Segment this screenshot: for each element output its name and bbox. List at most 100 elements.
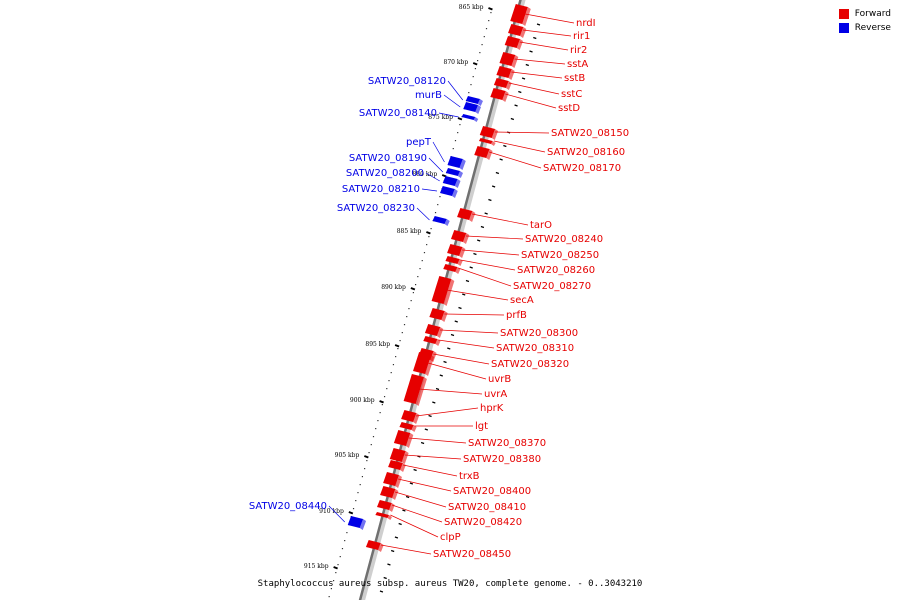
guide-dot bbox=[357, 492, 359, 494]
gene-block bbox=[375, 512, 390, 518]
minor-tick bbox=[484, 212, 488, 215]
gene-shade bbox=[520, 27, 527, 38]
gene-block bbox=[380, 486, 396, 498]
minor-tick bbox=[435, 387, 440, 391]
guide-dot bbox=[437, 204, 439, 206]
fwd-16-leader bbox=[444, 313, 505, 316]
fwd-24-label: SATW20_08370 bbox=[468, 438, 546, 449]
guide-dot bbox=[372, 436, 375, 438]
guide-dot bbox=[406, 316, 408, 318]
guide-dot bbox=[401, 332, 403, 334]
minor-tick bbox=[473, 252, 477, 256]
minor-tick bbox=[480, 225, 485, 229]
guide-dot bbox=[359, 484, 361, 486]
guide-dot bbox=[397, 348, 399, 350]
gene-shade bbox=[392, 489, 399, 500]
minor-tick bbox=[458, 306, 462, 310]
guide-dot bbox=[468, 92, 470, 94]
fwd-1-gene bbox=[508, 24, 527, 38]
gene-block bbox=[388, 460, 403, 470]
gene-block bbox=[401, 410, 417, 422]
gene-block bbox=[496, 66, 512, 78]
legend-forward-label: Forward bbox=[854, 9, 891, 19]
scale-tick-label: 895 kbp bbox=[365, 341, 390, 348]
fwd-13-gene bbox=[445, 256, 463, 266]
scale-tick-mark bbox=[410, 287, 416, 291]
rev-0-gene bbox=[465, 96, 483, 106]
fwd-26-label: trxB bbox=[459, 471, 480, 482]
gene-block bbox=[442, 176, 458, 186]
scale-tick-mark bbox=[457, 117, 463, 121]
rev-3-gene bbox=[447, 156, 466, 170]
gene-block bbox=[461, 114, 476, 120]
gene-shade bbox=[411, 425, 417, 432]
guide-dot bbox=[368, 452, 370, 454]
minor-tick bbox=[439, 374, 443, 377]
minor-tick bbox=[488, 198, 492, 202]
fwd-11-leader bbox=[465, 235, 524, 240]
gene-shade bbox=[405, 433, 414, 448]
guide-dot bbox=[339, 556, 341, 558]
rev-3-label: pepT bbox=[406, 137, 432, 148]
minor-tick bbox=[462, 293, 466, 296]
fwd-29-leader bbox=[391, 504, 443, 523]
guide-dot bbox=[481, 44, 483, 46]
gene-shade bbox=[395, 475, 402, 488]
gene-block bbox=[447, 244, 463, 256]
gene-block bbox=[413, 352, 432, 374]
fwd-2-gene bbox=[504, 36, 524, 50]
guide-dot bbox=[426, 244, 428, 246]
gene-shade bbox=[444, 219, 450, 226]
fwd-21-gene bbox=[403, 374, 427, 406]
guide-dot bbox=[421, 260, 423, 262]
minor-tick bbox=[383, 576, 387, 580]
gene-shade bbox=[486, 149, 493, 160]
fwd-6-label: sstD bbox=[558, 103, 580, 114]
guide-dot bbox=[337, 564, 339, 566]
fwd-5-label: sstC bbox=[561, 89, 582, 100]
scale-tick-label: 885 kbp bbox=[397, 228, 422, 235]
gene-block bbox=[445, 168, 461, 176]
rev-8-label: SATW20_08440 bbox=[249, 501, 327, 512]
fwd-22-leader bbox=[416, 407, 479, 417]
fwd-24-leader bbox=[408, 437, 467, 444]
gene-block bbox=[450, 230, 467, 242]
gene-block bbox=[493, 78, 509, 88]
rev-4-gene bbox=[445, 168, 464, 178]
fwd-25-label: SATW20_08380 bbox=[463, 454, 541, 465]
gene-shade bbox=[459, 159, 466, 170]
minor-tick bbox=[413, 468, 417, 472]
fwd-0-leader bbox=[525, 13, 575, 24]
guide-dot bbox=[472, 76, 474, 78]
fwd-3-label: sstA bbox=[567, 59, 588, 70]
fwd-8-gene bbox=[478, 138, 496, 146]
guide-dot bbox=[439, 196, 441, 198]
gene-block bbox=[429, 308, 445, 320]
guide-dot bbox=[470, 84, 472, 86]
guide-dot bbox=[390, 372, 392, 374]
minor-tick bbox=[379, 590, 384, 593]
gene-block bbox=[504, 36, 521, 48]
guide-dot bbox=[381, 404, 383, 406]
guide-dot bbox=[488, 20, 490, 22]
guide-dot bbox=[414, 284, 417, 286]
fwd-9-gene bbox=[474, 146, 493, 160]
guide-dot bbox=[474, 68, 477, 70]
minor-tick bbox=[495, 171, 500, 175]
fwd-3-leader bbox=[514, 58, 566, 65]
fwd-17-label: SATW20_08300 bbox=[500, 328, 578, 339]
fwd-7-leader bbox=[494, 131, 550, 134]
scale-tick-label: 910 kbp bbox=[319, 508, 344, 515]
scale-ticks: 865 kbp 870 kbp 875 kbp 880 kbp 885 kbp 890 k… bbox=[304, 4, 541, 598]
gene-block bbox=[347, 516, 364, 528]
guide-dot bbox=[355, 500, 357, 502]
rev-0-leader bbox=[447, 80, 464, 101]
fwd-14-gene bbox=[443, 264, 461, 274]
fwd-12-leader bbox=[462, 249, 520, 256]
minor-tick bbox=[398, 522, 402, 526]
minor-tick bbox=[521, 77, 526, 80]
gene-shade bbox=[451, 189, 458, 198]
fwd-20-leader bbox=[427, 362, 487, 380]
gene-shade bbox=[457, 259, 463, 266]
